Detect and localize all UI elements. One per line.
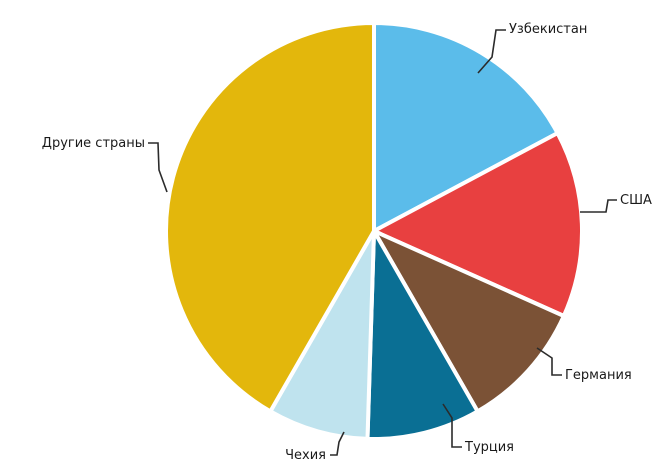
- slice-label-czechia: Чехия: [285, 448, 326, 459]
- pie-slice-uzbekistan: [372, 21, 560, 233]
- slice-label-germany: Германия: [565, 368, 632, 383]
- slice-label-usa: США: [620, 193, 652, 208]
- slice-label-turkey: Турция: [464, 440, 514, 455]
- pie-slice-turkey: [365, 229, 480, 441]
- slice-label-other: Другие страны: [42, 136, 145, 151]
- slice-labels: Узбекистан США Германия Турция Чехия Дру…: [42, 22, 652, 459]
- leader-line-other: [148, 142, 168, 193]
- leader-line-turkey: [442, 403, 462, 448]
- pie-slices: [164, 21, 584, 441]
- pie-slice-germany: [372, 229, 566, 414]
- leader-line-germany: [536, 347, 562, 376]
- leader-line-czechia: [330, 431, 345, 456]
- pie-slice-other: [164, 21, 376, 414]
- label-leader-lines: [148, 29, 617, 456]
- leader-line-uzbekistan: [477, 29, 506, 74]
- slice-label-uzbekistan: Узбекистан: [509, 22, 587, 37]
- pie-slice-usa: [372, 131, 584, 318]
- leader-line-usa: [580, 199, 617, 213]
